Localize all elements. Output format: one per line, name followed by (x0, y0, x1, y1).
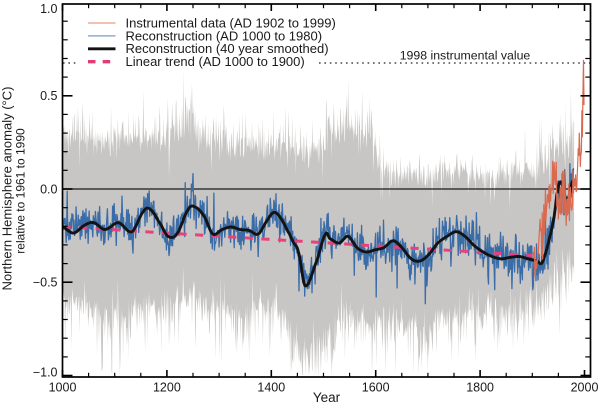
svg-text:relative to 1961 to 1990: relative to 1961 to 1990 (14, 128, 28, 254)
svg-text:Northern Hemisphere anomaly (°: Northern Hemisphere anomaly (°C) (0, 87, 15, 291)
svg-text:0.5: 0.5 (40, 89, 57, 103)
svg-text:−0.5: −0.5 (33, 276, 58, 290)
svg-text:2000: 2000 (571, 381, 599, 395)
svg-text:1000: 1000 (49, 381, 77, 395)
svg-text:0.0: 0.0 (40, 182, 57, 196)
svg-text:Instrumental data (AD 1902 to: Instrumental data (AD 1902 to 1999) (126, 15, 336, 30)
svg-text:Linear trend (AD 1000 to 1900): Linear trend (AD 1000 to 1900) (126, 54, 305, 69)
svg-text:1600: 1600 (362, 381, 390, 395)
svg-text:Reconstruction (40 year smooth: Reconstruction (40 year smoothed) (126, 41, 329, 56)
svg-text:−1.0: −1.0 (33, 365, 58, 379)
svg-text:Reconstruction (AD 1000 to 198: Reconstruction (AD 1000 to 1980) (126, 28, 323, 43)
svg-text:1800: 1800 (466, 381, 494, 395)
svg-text:Year: Year (313, 390, 341, 405)
svg-text:1400: 1400 (257, 381, 285, 395)
svg-text:1998 instrumental value: 1998 instrumental value (400, 49, 531, 63)
svg-text:1200: 1200 (153, 381, 181, 395)
svg-text:1.0: 1.0 (40, 2, 57, 16)
